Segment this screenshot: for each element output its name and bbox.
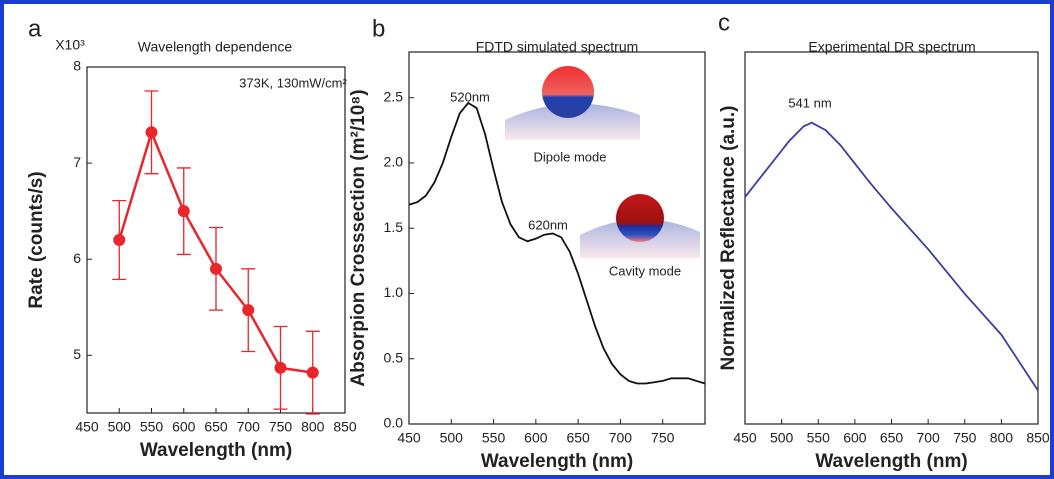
panel-title: Experimental DR spectrum: [808, 39, 975, 55]
data-point: [177, 205, 190, 218]
data-line: [744, 121, 1039, 392]
x-tick-label: 750: [953, 430, 977, 446]
x-tick-label: 450: [733, 430, 757, 446]
data-point: [274, 361, 287, 374]
data-point: [113, 234, 126, 246]
x-axis-title: Wavelength (nm): [815, 451, 967, 472]
x-tick-label: 600: [172, 419, 196, 435]
annotation: 620nm: [528, 217, 568, 232]
x-tick-label: 500: [440, 430, 464, 446]
y-tick-label: 6: [73, 250, 81, 266]
y-multiplier: X10³: [55, 37, 85, 53]
x-tick-label: 650: [566, 430, 590, 446]
plot-area: [408, 51, 706, 425]
y-tick-label: 2.5: [384, 88, 404, 104]
panel-title: FDTD simulated spectrum: [476, 39, 639, 55]
annotation: Dipole mode: [534, 149, 607, 164]
x-tick-label: 450: [75, 419, 99, 435]
x-tick-label: 700: [237, 419, 261, 435]
panel-letter: a: [28, 15, 42, 42]
data-line: [408, 101, 706, 385]
y-axis-title: Rate (counts/s): [26, 171, 47, 308]
x-tick-label: 850: [1026, 430, 1050, 446]
x-tick-label: 800: [990, 430, 1014, 446]
annotation: 541 nm: [788, 95, 831, 110]
data-point: [210, 262, 222, 275]
y-tick-label: 1.5: [384, 219, 404, 235]
x-axis-title: Wavelength (nm): [481, 451, 633, 472]
x-tick-label: 600: [843, 430, 867, 446]
data-point: [145, 126, 158, 139]
x-tick-label: 700: [916, 430, 940, 446]
data-point: [306, 366, 319, 379]
panel-letter: c: [718, 9, 730, 36]
cavity-inset: [580, 194, 700, 258]
x-tick-label: 550: [807, 430, 831, 446]
x-tick-label: 750: [269, 419, 293, 435]
dipole-inset: [505, 66, 640, 140]
annotation: 520nm: [450, 89, 490, 104]
y-tick-label: 0.0: [384, 415, 404, 431]
annotation: Cavity mode: [609, 263, 681, 278]
x-tick-label: 500: [108, 419, 132, 435]
x-tick-label: 550: [482, 430, 506, 446]
y-tick-label: 7: [73, 154, 81, 170]
y-tick-label: 1.0: [384, 284, 404, 300]
x-tick-label: 750: [651, 430, 675, 446]
y-axis-title: Normalized Reflectance (a.u.): [718, 105, 739, 370]
panel-letter: b: [372, 15, 385, 42]
x-axis-title: Wavelength (nm): [140, 440, 292, 461]
x-tick-label: 700: [609, 430, 633, 446]
x-tick-label: 500: [770, 430, 794, 446]
y-tick-label: 0.5: [384, 349, 404, 365]
y-tick-label: 5: [73, 346, 81, 362]
x-tick-label: 850: [333, 419, 357, 435]
x-tick-label: 600: [524, 430, 548, 446]
y-tick-label: 8: [73, 58, 81, 74]
x-tick-label: 650: [880, 430, 904, 446]
x-tick-label: 650: [204, 419, 228, 435]
y-tick-label: 2.0: [384, 154, 404, 170]
panel-title: Wavelength dependence: [138, 39, 293, 55]
x-tick-label: 550: [140, 419, 164, 435]
annotation: 373K, 130mW/cm²: [239, 75, 347, 90]
x-tick-label: 800: [301, 419, 325, 435]
data-point: [242, 304, 255, 317]
x-tick-label: 450: [397, 430, 421, 446]
y-axis-title: Absorpion Crosssection (m²/10⁸): [348, 89, 369, 386]
